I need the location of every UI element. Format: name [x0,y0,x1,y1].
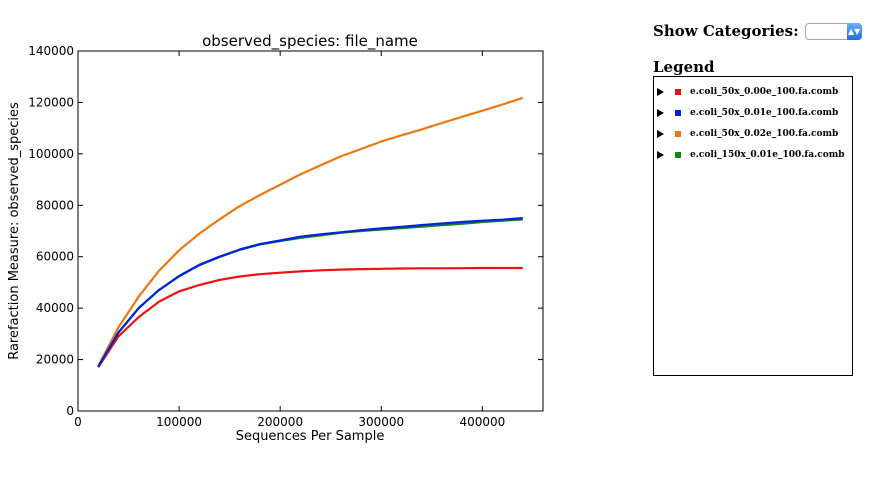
legend-item: e.coli_50x_0.00e_100.fa.comb [654,81,852,102]
plot-lines [97,96,524,368]
categories-label: Show Categories: [653,22,799,40]
legend-swatch [675,130,681,137]
x-axis-label: Sequences Per Sample [236,429,385,444]
y-tick-label: 80000 [36,198,74,212]
y-axis-label: Rarefaction Measure: observed_species [7,102,22,360]
legend-swatch [675,151,681,158]
y-tick-label: 120000 [28,95,74,109]
legend-item-label: e.coli_50x_0.01e_100.fa.comb [690,107,839,118]
legend-item: e.coli_150x_0.01e_100.fa.comb [654,144,852,165]
legend-item-label: e.coli_50x_0.00e_100.fa.comb [690,86,839,97]
x-tick-label: 200000 [257,415,303,429]
x-tick-label: 400000 [459,415,505,429]
expand-triangle-icon[interactable] [657,108,664,117]
x-tick-label: 300000 [358,415,404,429]
y-tick-label: 60000 [36,250,74,264]
y-tick-label: 40000 [36,301,74,315]
y-tick-label: 20000 [36,353,74,367]
categories-select[interactable]: ▲▼ [804,22,862,40]
expand-triangle-icon[interactable] [657,87,664,96]
chart-title: observed_species: file_name [202,32,418,51]
legend-swatch [675,88,681,95]
categories-control: Show Categories: ▲▼ [653,22,862,40]
y-tick-label: 100000 [28,147,74,161]
x-tick-label: 100000 [156,415,202,429]
legend-item-label: e.coli_50x_0.02e_100.fa.comb [690,128,839,139]
series-line [97,218,523,368]
y-axis: 0 20000 40000 60000 80000 100000 120000 140000 [28,44,543,418]
legend-item: e.coli_50x_0.02e_100.fa.comb [654,123,852,144]
legend-box: e.coli_50x_0.00e_100.fa.comb e.coli_50x_0… [653,76,853,376]
series-line [97,96,524,367]
legend-item-label: e.coli_150x_0.01e_100.fa.comb [690,149,845,160]
y-tick-label: 140000 [28,44,74,58]
series-line [97,217,523,368]
expand-triangle-icon[interactable] [657,150,664,159]
y-tick-label: 0 [66,404,74,418]
legend-list: e.coli_50x_0.00e_100.fa.comb e.coli_50x_0… [654,77,852,165]
x-axis: 0 100000 200000 300000 400000 [74,51,505,429]
legend-swatch [675,109,681,116]
expand-triangle-icon[interactable] [657,129,664,138]
x-tick-label: 0 [74,415,82,429]
plot-frame [77,50,544,412]
legend-item: e.coli_50x_0.01e_100.fa.comb [654,102,852,123]
series-line [97,266,523,368]
legend-title: Legend [653,58,715,76]
select-arrows-icon: ▲▼ [846,22,862,40]
rarefaction-chart: observed_species: file_name 0 100000 20000… [7,32,544,444]
